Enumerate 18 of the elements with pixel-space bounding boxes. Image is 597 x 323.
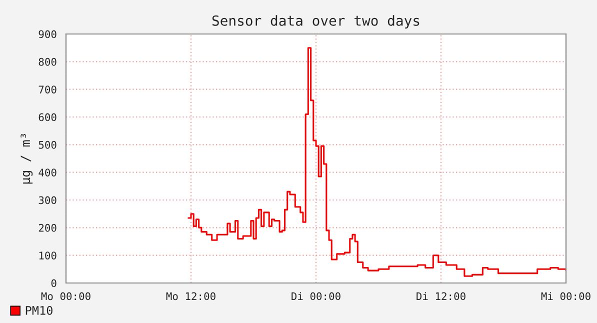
y-tick-label: 700 xyxy=(38,86,56,94)
chart-title: Sensor data over two days xyxy=(212,15,420,29)
y-tick-label: 900 xyxy=(38,30,56,38)
x-tick-label: Mo 00:00 xyxy=(41,292,90,300)
y-tick-label: 100 xyxy=(39,252,56,260)
y-axis-title: µg / m³ xyxy=(20,134,33,184)
legend-label: PM10 xyxy=(26,306,52,315)
y-tick-label: 300 xyxy=(38,196,56,204)
y-tick-label: 200 xyxy=(38,224,56,232)
x-tick-label: Mo 12:00 xyxy=(166,292,216,300)
y-tick-label: 0 xyxy=(51,279,56,288)
x-tick-label: Di 00:00 xyxy=(292,292,340,300)
y-tick-label: 600 xyxy=(38,113,56,122)
x-tick-label: Di 12:00 xyxy=(416,292,466,300)
y-tick-label: 400 xyxy=(38,168,56,176)
x-tick-label: Mi 00:00 xyxy=(541,292,590,300)
y-tick-label: 800 xyxy=(38,58,56,66)
y-tick-label: 500 xyxy=(38,140,56,149)
